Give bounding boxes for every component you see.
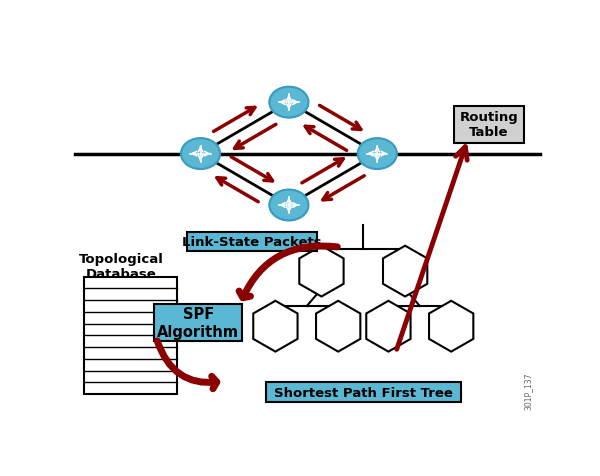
- Circle shape: [269, 88, 308, 119]
- Bar: [187, 233, 317, 252]
- Bar: [154, 305, 242, 341]
- Polygon shape: [366, 301, 410, 352]
- Text: 301P_137: 301P_137: [524, 372, 533, 409]
- Text: SPF
Algorithm: SPF Algorithm: [157, 307, 239, 339]
- FancyArrowPatch shape: [239, 247, 337, 298]
- Circle shape: [358, 139, 397, 169]
- Circle shape: [269, 190, 308, 221]
- Bar: [266, 382, 461, 403]
- Polygon shape: [299, 246, 344, 297]
- Circle shape: [181, 139, 220, 169]
- Polygon shape: [253, 301, 298, 352]
- Bar: [454, 107, 524, 143]
- FancyArrowPatch shape: [157, 341, 217, 389]
- Text: Shortest Path First Tree: Shortest Path First Tree: [274, 386, 453, 399]
- Polygon shape: [316, 301, 361, 352]
- Polygon shape: [429, 301, 473, 352]
- Text: Link-State Packets: Link-State Packets: [182, 236, 322, 248]
- Bar: [84, 277, 178, 394]
- Text: Routing
Table: Routing Table: [460, 111, 518, 139]
- Polygon shape: [383, 246, 427, 297]
- Text: Topological
Database: Topological Database: [79, 252, 164, 280]
